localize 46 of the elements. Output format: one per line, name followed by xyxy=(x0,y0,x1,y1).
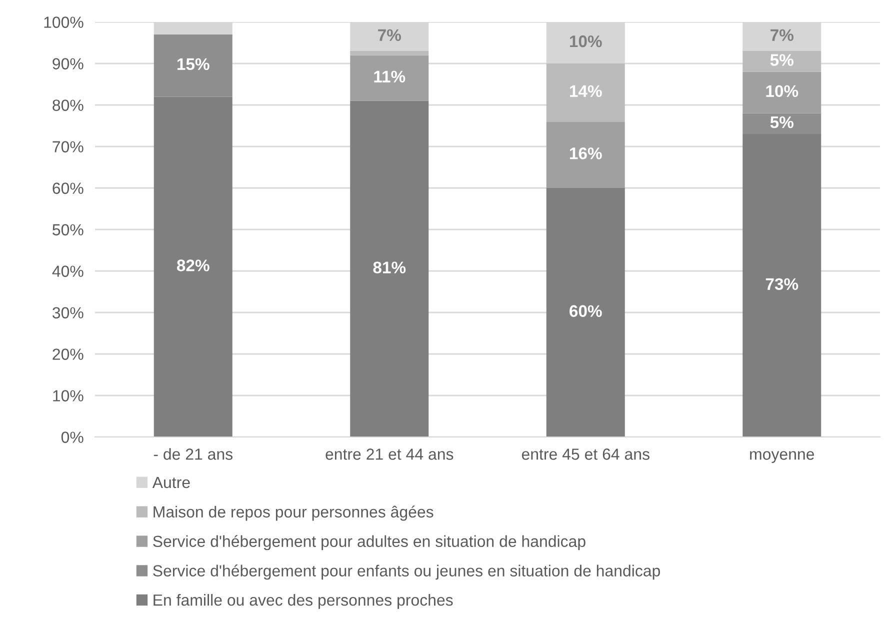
y-tick-label: 20% xyxy=(52,348,84,360)
legend-label: Autre xyxy=(152,476,190,488)
bar xyxy=(350,51,429,56)
legend-label: En famille ou avec des personnes proches xyxy=(154,594,453,609)
data-label: 5% xyxy=(770,116,794,128)
y-tick-label: 50% xyxy=(52,224,84,236)
bar xyxy=(350,55,429,101)
data-label: 14% xyxy=(570,85,602,97)
bar xyxy=(154,96,232,437)
x-tick-label: entre 21 et 44 ans xyxy=(326,448,454,460)
data-label: 5% xyxy=(770,54,794,66)
y-tick-label: 0% xyxy=(61,432,84,443)
y-tick-label: 100% xyxy=(44,16,84,28)
bar xyxy=(742,72,822,114)
bar xyxy=(154,34,232,97)
data-label: 16% xyxy=(570,147,602,160)
y-tick-label: 60% xyxy=(52,182,84,194)
data-label: 7% xyxy=(378,29,401,41)
data-label: 10% xyxy=(766,85,798,98)
data-label: 81% xyxy=(373,262,406,274)
x-tick-label: - de 21 ans xyxy=(154,448,233,460)
y-tick-label: 70% xyxy=(52,141,84,152)
data-label: 15% xyxy=(177,58,210,70)
y-tick-label: 30% xyxy=(52,307,84,318)
x-tick-label: moyenne xyxy=(750,451,814,463)
bar xyxy=(742,134,822,437)
legend-label: Maison de repos pour personnes âgées xyxy=(154,506,434,521)
bar xyxy=(350,100,429,437)
bar xyxy=(546,64,625,122)
bar xyxy=(742,51,822,72)
bar xyxy=(742,113,822,134)
data-label: 82% xyxy=(176,260,210,272)
bar xyxy=(546,188,625,437)
legend-label: Service d'hébergement pour adultes en situation de handicap xyxy=(153,535,586,550)
x-tick-label: entre 45 et 64 ans xyxy=(522,448,650,460)
data-label: 73% xyxy=(766,278,798,290)
y-tick-label: 40% xyxy=(52,266,84,277)
data-label: 60% xyxy=(570,305,602,317)
data-label: 11% xyxy=(374,70,406,82)
y-tick-label: 80% xyxy=(52,100,84,111)
data-label: 10% xyxy=(570,35,602,48)
legend-label: Service d'hébergement pour enfants ou jeunes en situation de handicap xyxy=(153,564,660,580)
bar xyxy=(546,122,625,188)
y-tick-label: 90% xyxy=(52,58,84,70)
data-label: 7% xyxy=(770,29,794,41)
y-tick-label: 10% xyxy=(53,390,84,402)
